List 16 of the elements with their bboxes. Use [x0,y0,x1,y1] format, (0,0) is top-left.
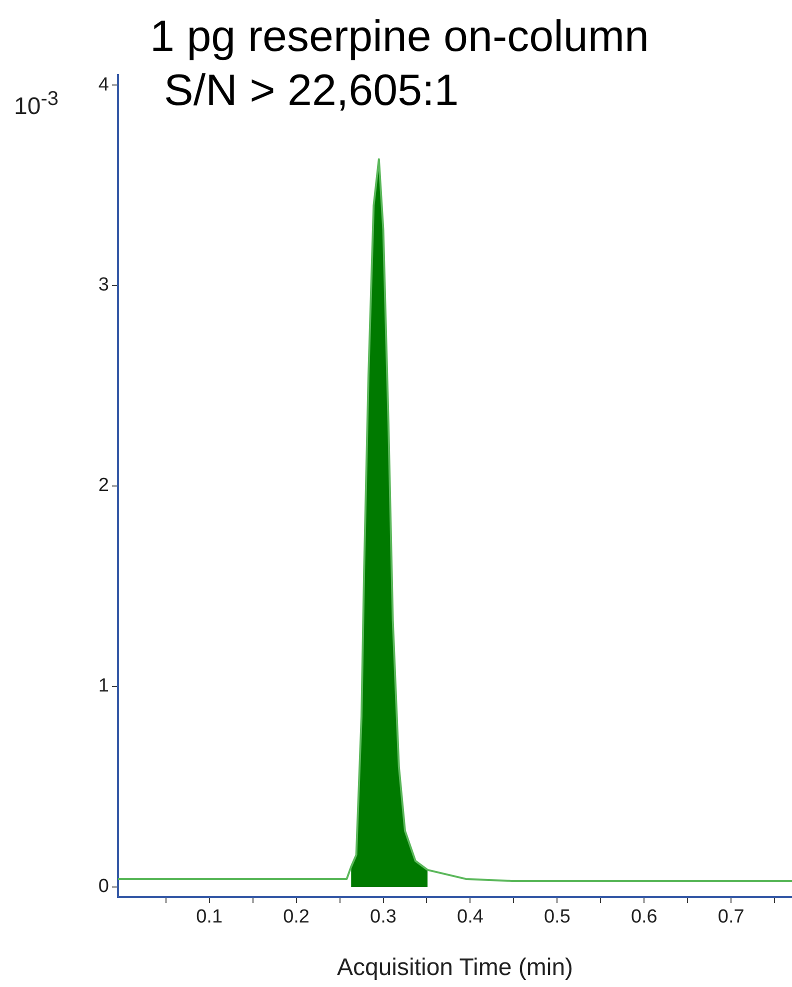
x-tick-label: 0.1 [196,906,223,928]
chart-subtitle: S/N > 22,605:1 [163,65,460,117]
x-tick-label: 0.5 [544,906,570,928]
x-tick-label: 0.2 [283,906,310,928]
x-tick-label: 0.4 [457,906,484,928]
y-tick-label: 3 [98,274,109,296]
y-tick-label: 4 [98,74,110,96]
y-tick-label: 2 [98,475,109,496]
x-axis-title: Acquisition Time (min) [336,954,574,982]
x-tick-label: 0.6 [630,906,658,928]
y-axis-title: 10$^{-3}$ [14,88,58,121]
y-tick-label: 1 [98,676,109,697]
x-tick-label: 0.3 [370,906,396,928]
x-tick-label: 0.7 [718,906,744,928]
chart-title: 1 pg reserpine on-column [150,11,649,63]
y-tick-label: 0 [98,876,109,898]
